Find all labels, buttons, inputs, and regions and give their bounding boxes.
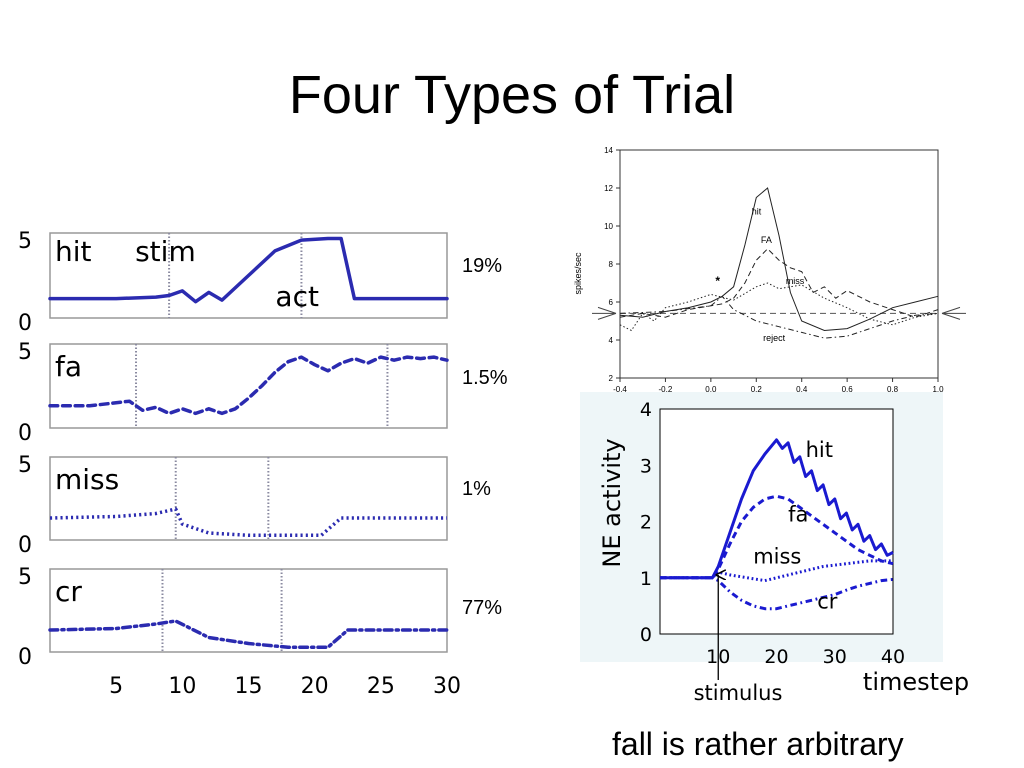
x-tick-label: 15	[235, 674, 263, 699]
x-tick-label: 20	[301, 674, 329, 699]
y-tick-label: 8	[609, 260, 614, 269]
plot-frame	[619, 149, 939, 379]
series-label-cr: cr	[817, 590, 838, 614]
panel-hit: hit 5 0 19% stim act	[18, 229, 502, 336]
y-tick-label: 3	[640, 455, 652, 477]
series-line-reject	[619, 295, 939, 339]
model-trials-chart: hit 5 0 19% stim act fa 5 0 1.5% miss 5 0 1% cr 5 0 77% 5 1…	[18, 229, 508, 699]
series-line-hit	[660, 438, 894, 580]
x-tick-label: 30	[823, 646, 847, 668]
x-tick-label: 30	[433, 674, 461, 699]
recorded-spikes-chart: 2 4 6 8 10 12 14 -0.4 -0.2 0.0 0.2 0.4 0.6 0.8 1.0 spik…	[573, 146, 966, 394]
star-annotation: *	[715, 274, 720, 288]
panel-frame	[49, 456, 448, 541]
y-tick-label: 2	[609, 374, 614, 383]
trial-percentage: 77%	[462, 597, 502, 619]
y-axis-label: spikes/sec	[573, 252, 583, 295]
panel-label-fa: fa	[55, 350, 82, 383]
x-tick-label: -0.4	[613, 385, 627, 394]
plot-frame	[659, 408, 894, 635]
panel-label-hit: hit	[55, 235, 92, 268]
panel-frame	[49, 568, 448, 653]
series-label-hit: hit	[752, 207, 762, 217]
stim-label: stim	[135, 235, 196, 268]
series-line-cr	[660, 576, 894, 611]
panel-label-miss: miss	[55, 463, 119, 496]
y-tick-label: 5	[18, 229, 32, 254]
y-tick-label: 4	[640, 399, 652, 421]
trial-percentage: 1%	[462, 478, 491, 500]
y-tick-label: 12	[604, 184, 613, 193]
y-tick-label: 1	[640, 568, 652, 590]
series-label-miss: miss	[753, 545, 801, 569]
y-tick-label: 0	[18, 645, 32, 670]
act-label: act	[275, 280, 319, 313]
y-tick-label: 2	[640, 512, 652, 534]
stimulus-label: stimulus	[694, 681, 783, 705]
series-line-fa	[619, 248, 939, 318]
x-tick-label: -0.2	[659, 385, 673, 394]
y-tick-label: 5	[18, 340, 32, 365]
series-line-hit	[48, 236, 449, 304]
series-label-reject: reject	[763, 333, 786, 343]
x-axis-label: timestep	[863, 668, 969, 696]
y-axis-label: NE activity	[598, 438, 626, 567]
y-tick-label: 4	[609, 336, 614, 345]
series-line-cr	[48, 619, 449, 650]
x-tick-label: 25	[367, 674, 395, 699]
panel-miss: miss 5 0 1%	[18, 453, 491, 558]
x-tick-label: 0.0	[705, 385, 717, 394]
x-tick-label: 5	[109, 674, 123, 699]
y-tick-label: 6	[609, 298, 614, 307]
panel-fa: fa 5 0 1.5%	[18, 340, 508, 446]
series-label-fa: fa	[788, 503, 808, 527]
trial-percentage: 1.5%	[462, 367, 508, 389]
series-label-miss: miss	[786, 276, 805, 286]
x-tick-label: 1.0	[932, 385, 944, 394]
y-tick-label: 0	[18, 533, 32, 558]
x-tick-label: 0.6	[842, 385, 854, 394]
slide-title: Four Types of Trial	[288, 65, 736, 125]
caption-text: fall is rather arbitrary	[612, 726, 904, 762]
y-tick-label: 0	[18, 421, 32, 446]
x-tick-label: 40	[881, 646, 905, 668]
x-tick-label: 0.4	[796, 385, 808, 394]
series-line-miss	[619, 282, 939, 332]
y-tick-label: 10	[604, 222, 613, 231]
y-tick-label: 5	[18, 453, 32, 478]
y-tick-label: 0	[640, 624, 652, 646]
series-line-fa	[660, 494, 894, 580]
series-label-hit: hit	[806, 438, 833, 462]
panel-cr: cr 5 0 77%	[18, 565, 502, 670]
series-label-fa: FA	[761, 235, 772, 245]
trial-percentage: 19%	[462, 255, 502, 277]
baseline-arrow-left	[592, 306, 617, 320]
x-tick-label: 10	[168, 674, 196, 699]
x-tick-label: 20	[764, 646, 788, 668]
x-tick-label: 0.8	[887, 385, 899, 394]
series-line-fa	[48, 355, 449, 416]
panel-label-cr: cr	[55, 575, 82, 608]
baseline-arrow-right	[941, 306, 966, 320]
y-tick-label: 14	[604, 146, 613, 155]
x-tick-label: 0.2	[751, 385, 763, 394]
y-tick-label: 0	[18, 311, 32, 336]
y-tick-label: 5	[18, 565, 32, 590]
